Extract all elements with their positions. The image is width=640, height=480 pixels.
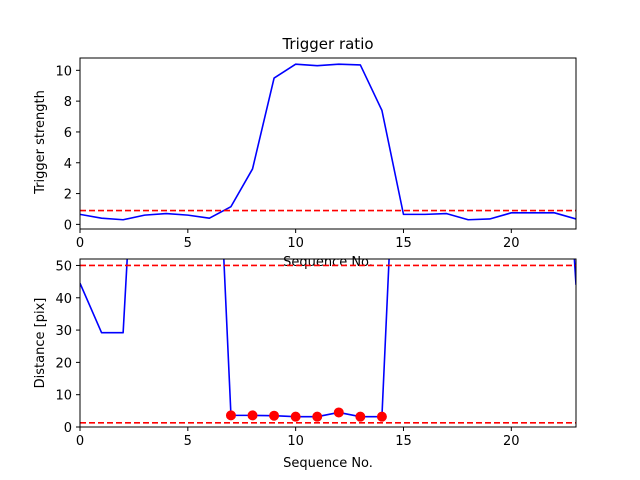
plot-area: 0 5 10 15 20 0 2 4 6 8 10: [55, 57, 577, 251]
y-axis-label: Distance [pix]: [33, 298, 48, 389]
y-tick-label: 10: [55, 389, 72, 404]
data-point: [376, 411, 387, 422]
series-line: [80, 259, 576, 418]
data-point: [312, 411, 323, 422]
y-axis-label: Trigger strength: [33, 90, 48, 195]
y-tick-label: 10: [55, 64, 72, 79]
y-tick-label: 2: [64, 188, 72, 203]
y-tick-label: 20: [55, 356, 72, 371]
y-tick-label: 40: [55, 292, 72, 307]
plot-frame: [79, 258, 577, 428]
x-axis-label: Sequence No.: [283, 255, 373, 270]
data-point: [355, 411, 366, 422]
chart-trigger-ratio: Trigger ratio 0 5 10 15 20 0 2 4 6 8 10 Sequence N…: [33, 35, 577, 270]
x-tick-label: 20: [503, 434, 520, 449]
x-tick-label: 5: [184, 434, 192, 449]
plot-content: [80, 259, 576, 424]
chart-distance: 0 5 10 15 20 0 10 20 30 40 50 Sequence No. Distanc…: [33, 258, 577, 471]
data-point: [247, 410, 258, 421]
data-point: [333, 407, 344, 418]
x-axis-label: Sequence No.: [283, 456, 373, 471]
series-line: [80, 63, 576, 221]
y-tick-label: 0: [64, 421, 72, 436]
data-point: [290, 411, 301, 422]
plot-frame: [79, 57, 577, 230]
data-point: [225, 410, 236, 421]
x-tick-label: 0: [76, 434, 84, 449]
chart-title: Trigger ratio: [281, 35, 373, 53]
x-tick-label: 15: [395, 434, 412, 449]
plot-content: [80, 63, 576, 221]
x-tick-label: 10: [287, 434, 304, 449]
y-tick-label: 6: [64, 126, 72, 141]
y-tick-label: 0: [64, 218, 72, 233]
x-tick-label: 0: [76, 236, 84, 251]
x-tick-label: 20: [503, 236, 520, 251]
y-tick-label: 8: [64, 95, 72, 110]
x-tick-label: 15: [395, 236, 412, 251]
plot-area: 0 5 10 15 20 0 10 20 30 40 50: [55, 258, 577, 449]
y-tick-label: 30: [55, 324, 72, 339]
y-tick-label: 4: [64, 157, 72, 172]
x-tick-label: 10: [287, 236, 304, 251]
y-tick-label: 50: [55, 259, 72, 274]
data-point: [269, 410, 280, 421]
x-tick-label: 5: [184, 236, 192, 251]
